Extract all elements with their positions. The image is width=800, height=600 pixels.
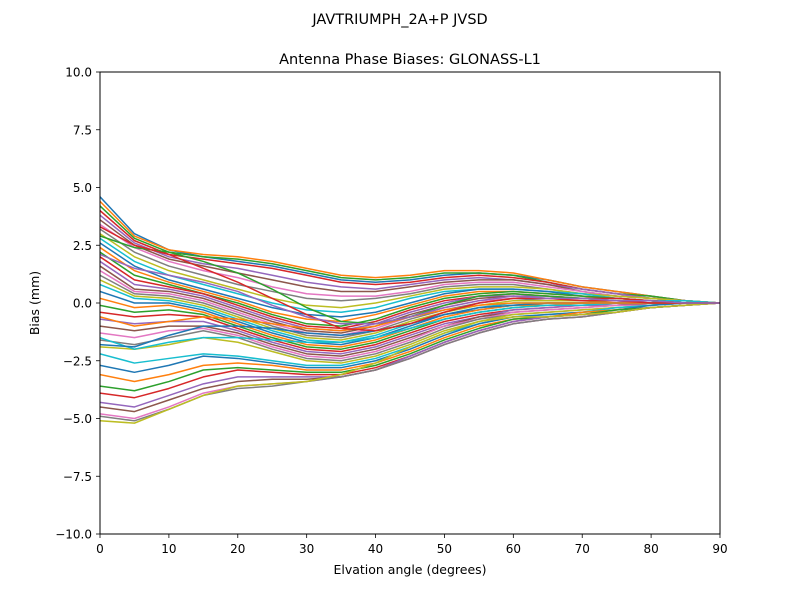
figure-suptitle: JAVTRIUMPH_2A+P JVSD xyxy=(311,12,487,28)
series-line-33 xyxy=(100,302,720,392)
y-tick-label: 10.0 xyxy=(65,66,92,80)
y-tick-label: −10.0 xyxy=(55,528,92,542)
plot-area xyxy=(99,71,721,535)
series-layer xyxy=(100,196,720,424)
x-tick-label: 30 xyxy=(299,542,314,556)
series-line-5 xyxy=(100,214,720,304)
x-tick-label: 0 xyxy=(96,542,104,556)
y-tick-label: 7.5 xyxy=(73,123,92,137)
series-line-14 xyxy=(100,256,720,330)
x-axis: 0 10 20 30 40 50 60 70 80 90 xyxy=(96,534,728,556)
series-line-39 xyxy=(100,302,720,424)
x-axis-label: Elvation angle (degrees) xyxy=(333,562,486,577)
x-tick-label: 20 xyxy=(230,542,245,556)
series-line-2 xyxy=(100,200,720,304)
y-tick-label: −2.5 xyxy=(63,354,92,368)
y-tick-label: 2.5 xyxy=(73,239,92,253)
chart-title: Antenna Phase Biases: GLONASS-L1 xyxy=(279,52,541,68)
x-tick-label: 60 xyxy=(506,542,521,556)
y-tick-label: 0.0 xyxy=(73,297,92,311)
x-tick-label: 90 xyxy=(712,542,727,556)
x-tick-label: 40 xyxy=(368,542,383,556)
series-line-45 xyxy=(100,253,720,325)
y-tick-label: 5.0 xyxy=(73,181,92,195)
x-tick-label: 10 xyxy=(161,542,176,556)
y-tick-label: −5.0 xyxy=(63,412,92,426)
series-line-27 xyxy=(100,302,720,360)
x-tick-label: 80 xyxy=(643,542,658,556)
series-line-9 xyxy=(100,233,720,309)
y-axis-label: Bias (mm) xyxy=(27,271,42,335)
x-tick-label: 70 xyxy=(575,542,590,556)
x-tick-label: 50 xyxy=(437,542,452,556)
y-tick-label: −7.5 xyxy=(63,470,92,484)
y-axis: −10.0 −7.5 −5.0 −2.5 0.0 2.5 5.0 7.5 10.0 xyxy=(55,66,100,542)
